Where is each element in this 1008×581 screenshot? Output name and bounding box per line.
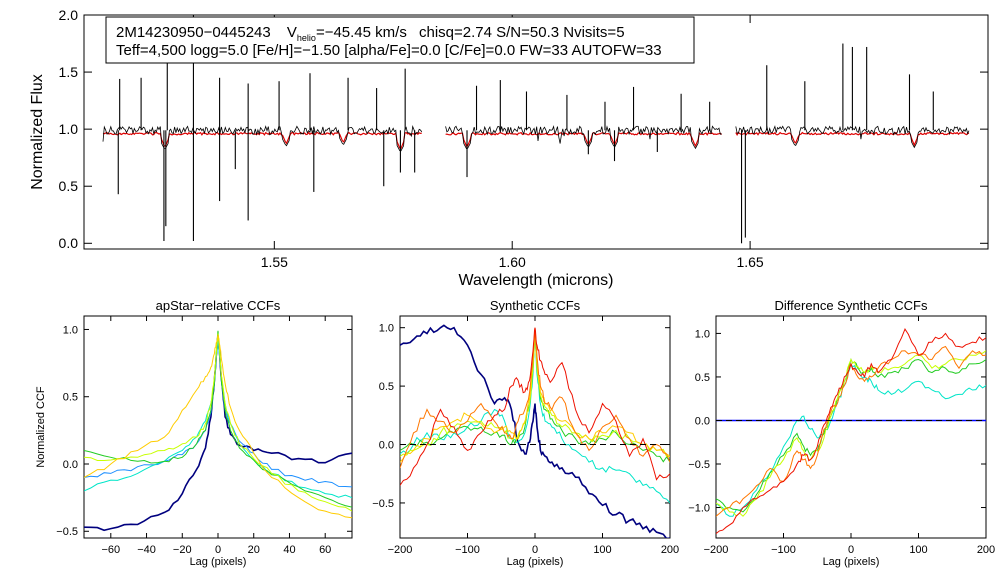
ccf-series-orange <box>716 345 986 517</box>
x-axis-label: Lag (pixels) <box>823 556 880 568</box>
ccf-series-cyan <box>716 362 986 517</box>
header-vhelio-value: =−45.45 km/s <box>316 24 407 41</box>
ccf-series-yellow <box>84 334 352 519</box>
y-tick-label: 0.0 <box>63 459 78 471</box>
ccf-series-lime <box>400 329 670 458</box>
y-tick-label: 0.5 <box>59 178 79 194</box>
ccf-series-green <box>400 329 670 463</box>
x-tick-label: −100 <box>455 544 480 556</box>
x-tick-label: 1.60 <box>499 254 526 270</box>
plot-frame <box>715 315 987 539</box>
y-tick-label: 0.5 <box>63 392 78 404</box>
ccf-series-cyan <box>400 333 670 504</box>
y-tick-label: 0.5 <box>695 372 710 384</box>
apstar-ccf-panel: −60 −40 −20 0 20 40 60 −0.5 0.0 0.5 1.0 apStar−rela… <box>35 298 353 568</box>
plot-frame <box>83 315 353 539</box>
x-tick-label: 60 <box>319 544 331 556</box>
observed-spectrum-chip <box>102 124 423 152</box>
panel-title: Difference Synthetic CCFs <box>775 298 928 313</box>
panel-title: apStar−relative CCFs <box>156 298 281 313</box>
header-vhelio-label: V <box>287 24 297 41</box>
y-tick-label: −0.5 <box>56 526 78 538</box>
y-axis-label: Normalized CCF <box>35 386 47 468</box>
ccf-series-blue <box>84 338 352 488</box>
x-tick-label: 100 <box>593 544 611 556</box>
y-tick-label: 1.0 <box>695 328 710 340</box>
header-line-2: Teff=4,500 logg=5.0 [Fe/H]=−1.50 [alpha/… <box>116 42 662 59</box>
x-tick-label: −200 <box>388 544 413 556</box>
y-tick-label: −0.5 <box>688 459 710 471</box>
y-tick-label: 1.0 <box>59 121 79 137</box>
series-group <box>84 330 352 532</box>
x-tick-label: 200 <box>977 544 995 556</box>
observed-spectrum-chip <box>445 125 722 150</box>
model-spectrum-chip <box>735 131 970 147</box>
header-vhelio-subscript: helio <box>297 33 316 43</box>
ccf-series-navy <box>400 324 670 538</box>
y-tick-label: 2.0 <box>59 7 79 23</box>
header-star-id: 2M14230950−0445243 <box>116 24 271 41</box>
y-tick-label: 0.0 <box>695 415 710 427</box>
x-tick-label: −40 <box>137 544 156 556</box>
ccf-series-red <box>716 328 986 534</box>
x-tick-label: −200 <box>704 544 729 556</box>
y-tick-label: 1.5 <box>59 64 79 80</box>
x-axis-label: Lag (pixels) <box>190 556 247 568</box>
synthetic-ccf-panel: −200 −100 0 100 200 −0.5 0.0 0.5 1.0 Synthetic CC… <box>372 298 679 568</box>
x-tick-label: −100 <box>771 544 796 556</box>
y-tick-label: 1.0 <box>379 323 394 335</box>
series-group <box>400 324 670 538</box>
y-tick-label: −0.5 <box>372 498 394 510</box>
y-tick-label: 0.5 <box>379 381 394 393</box>
header-box-frame <box>105 16 695 64</box>
ccf-series-red <box>400 327 670 486</box>
ccf-series-cyan <box>84 336 352 499</box>
y-tick-label: 0.0 <box>379 439 394 451</box>
spectrum-panel: 1.55 1.60 1.65 0.0 0.5 1.0 1.5 2.0 Wavelength (m… <box>29 7 989 289</box>
ccf-series-lime <box>716 350 986 517</box>
x-tick-label: 1.55 <box>261 254 288 270</box>
x-axis-label: Lag (pixels) <box>507 556 564 568</box>
ccf-series-lime <box>84 333 352 512</box>
header-box: 2M14230950−0445243 Vhelio=−45.45 km/s ch… <box>105 16 695 64</box>
ccf-series-yellow <box>400 329 670 463</box>
y-tick-label: 0.0 <box>59 235 79 251</box>
x-tick-label: 0 <box>215 544 221 556</box>
x-axis-label: Wavelength (microns) <box>458 272 613 289</box>
x-tick-label: 200 <box>661 544 679 556</box>
x-tick-label: 0 <box>532 544 538 556</box>
x-tick-label: 20 <box>248 544 260 556</box>
ccf-series-navy <box>84 336 352 532</box>
x-tick-label: 40 <box>283 544 295 556</box>
x-tick-label: −20 <box>173 544 192 556</box>
ccf-series-green <box>84 330 352 508</box>
y-tick-label: −1.0 <box>688 502 710 514</box>
y-axis-label: Normalized Flux <box>29 74 46 190</box>
x-tick-label: −60 <box>101 544 120 556</box>
model-spectrum-chip <box>102 131 422 149</box>
x-tick-label: 1.65 <box>736 254 763 270</box>
panel-title: Synthetic CCFs <box>490 298 581 313</box>
y-tick-label: 1.0 <box>63 324 78 336</box>
header-stats: chisq=2.74 S/N=50.3 Nvisits=5 <box>419 24 625 41</box>
difference-ccf-panel: −200 −100 0 100 200 −1.0 −0.5 0.0 0.5 1.0 Differen… <box>688 298 995 568</box>
x-tick-label: 0 <box>848 544 854 556</box>
ccf-series-orange <box>400 327 670 469</box>
plot-frame <box>83 14 989 250</box>
header-line-1: 2M14230950−0445243 Vhelio=−45.45 km/s ch… <box>116 24 625 43</box>
series-group <box>716 328 986 534</box>
x-tick-label: 100 <box>909 544 927 556</box>
